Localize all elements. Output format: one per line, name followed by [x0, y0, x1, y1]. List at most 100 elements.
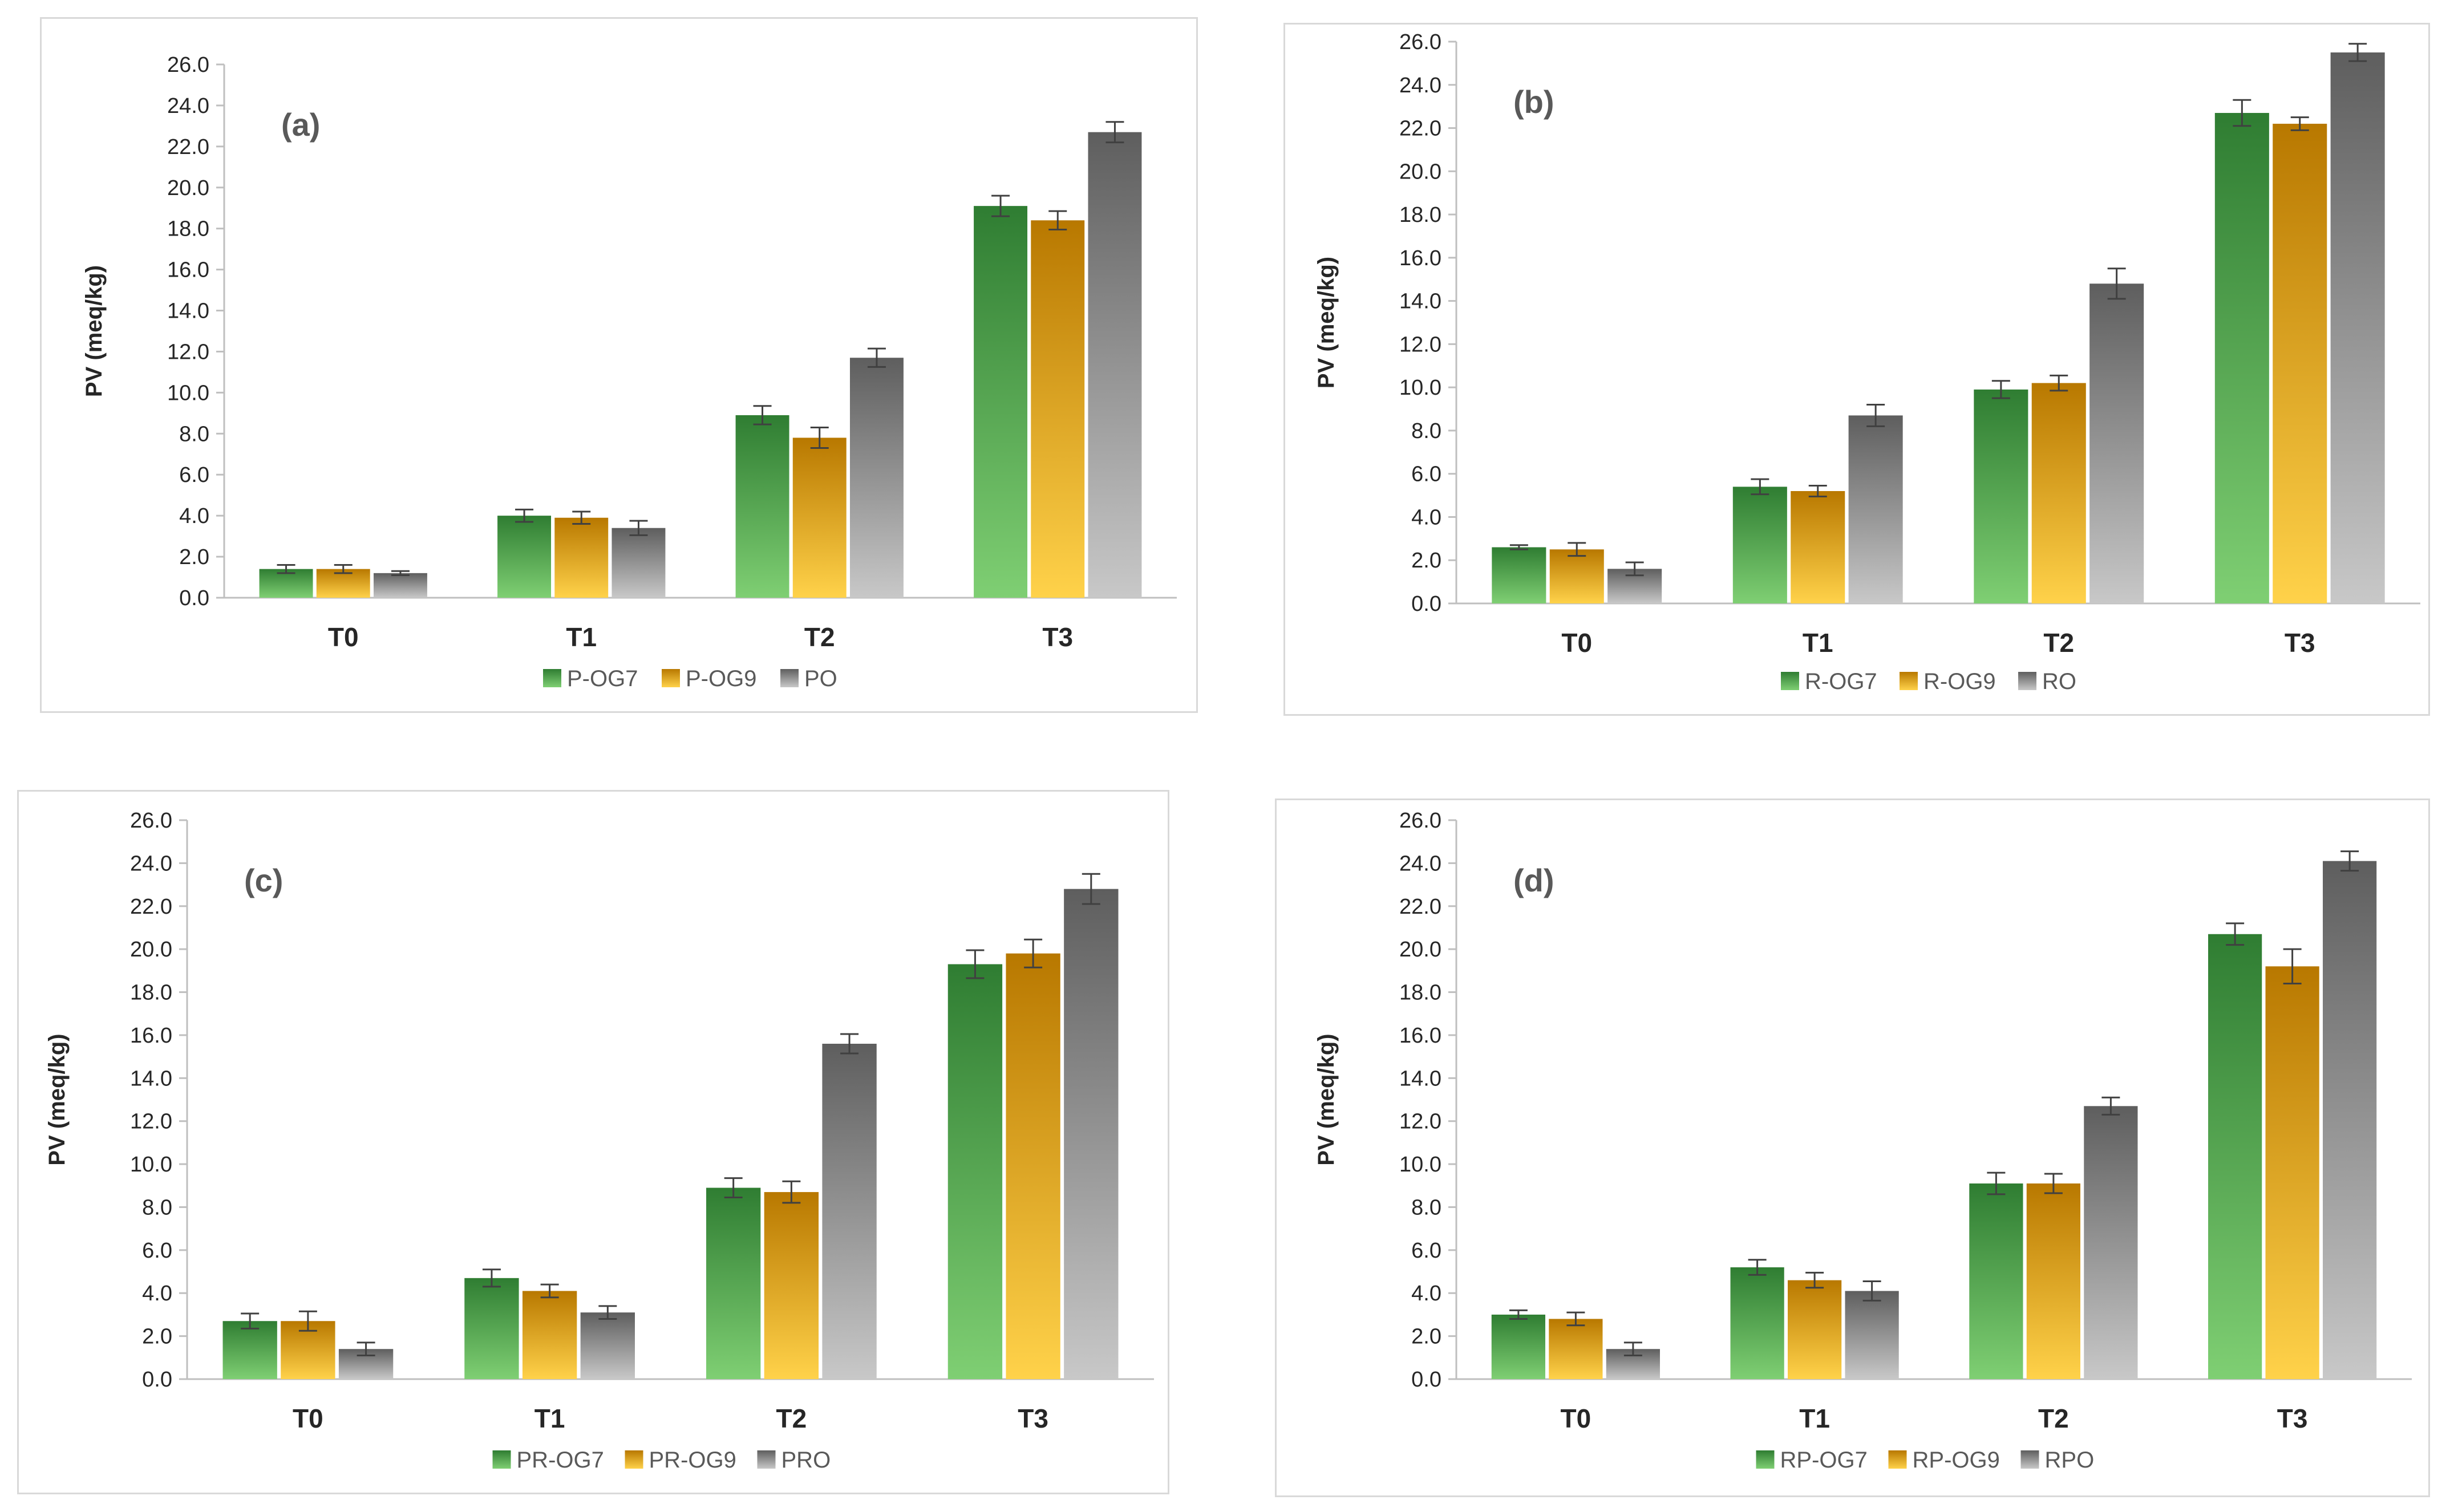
- error-bar: [572, 510, 591, 525]
- error-bar: [2290, 116, 2309, 131]
- y-tick-label: 26.0: [1399, 809, 1441, 833]
- x-category-label: T2: [2043, 628, 2074, 658]
- error-bar: [1805, 1271, 1824, 1289]
- y-tick-label: 20.0: [1399, 160, 1441, 184]
- y-tick-label: 18.0: [1399, 981, 1441, 1005]
- error-bar: [334, 564, 353, 574]
- error-bar: [298, 1310, 317, 1332]
- legend-label: P-OG7: [567, 666, 638, 691]
- legend-label: RO: [2042, 669, 2076, 694]
- error-bar: [1866, 403, 1885, 427]
- y-tick-label: 6.0: [179, 463, 209, 487]
- y-tick-label: 12.0: [1399, 1110, 1441, 1134]
- x-category-label: T0: [1561, 628, 1592, 658]
- y-tick-label: 16.0: [130, 1024, 172, 1048]
- error-bar: [1024, 938, 1043, 968]
- bar-r-og7-t2: [1974, 389, 2028, 603]
- y-axis-title: PV (meq/kg): [44, 1033, 70, 1165]
- legend-swatch-green: [492, 1450, 511, 1469]
- legend-swatch-green: [1781, 672, 1799, 690]
- error-bar: [2233, 99, 2251, 127]
- bar-rp-og9-t1: [1788, 1280, 1842, 1379]
- y-axis-title: PV (meq/kg): [1314, 257, 1339, 388]
- error-bar: [1509, 544, 1528, 550]
- y-tick-label: 26.0: [1399, 30, 1441, 54]
- y-axis-title: PV (meq/kg): [1314, 1033, 1339, 1165]
- chart-a-svg: 0.0 2.0 4.0 6.0 8.0 10.0 12.0 14.0 16.0 18.0 20.0 2…: [82, 53, 1177, 691]
- legend-label: PR-OG7: [517, 1448, 604, 1473]
- error-bar: [2283, 948, 2302, 984]
- x-category-label: T2: [776, 1404, 807, 1433]
- error-bar: [357, 1341, 375, 1357]
- legend-label: PR-OG9: [649, 1448, 736, 1473]
- y-tick-label: 4.0: [1411, 1282, 1441, 1306]
- bar-pro-t1: [580, 1312, 635, 1379]
- bar-pr-og7-t1: [464, 1278, 519, 1379]
- y-tick-label: 2.0: [179, 545, 209, 569]
- error-bar: [2226, 922, 2245, 946]
- y-tick-label: 18.0: [167, 217, 209, 241]
- bar-po-t1: [612, 528, 666, 598]
- panel-label: (a): [281, 107, 320, 143]
- error-bar: [724, 1177, 743, 1198]
- error-bar: [277, 564, 295, 574]
- legend: R-OG7 R-OG9 RO: [1781, 669, 2076, 694]
- bar-ro-t3: [2330, 52, 2385, 603]
- chart-panel-b: 0.0 2.0 4.0 6.0 8.0 10.0 12.0 14.0 16.0 18.0 20.0 2…: [1283, 23, 2430, 716]
- y-tick-label: 0.0: [1411, 592, 1441, 616]
- error-bar: [1987, 1172, 2006, 1195]
- legend-swatch-grey: [780, 669, 799, 687]
- bar-rp-og7-t3: [2208, 934, 2262, 1379]
- bar-pro-t2: [822, 1044, 877, 1379]
- y-tick-label: 14.0: [1399, 290, 1441, 314]
- x-category-label: T1: [534, 1404, 565, 1433]
- bar-po-t2: [849, 358, 904, 598]
- error-bar: [482, 1268, 501, 1288]
- error-bar: [867, 347, 886, 368]
- chart-c-svg: 0.0 2.0 4.0 6.0 8.0 10.0 12.0 14.0 16.0 18.0 20.0 2…: [44, 809, 1154, 1473]
- error-bar: [1862, 1280, 1881, 1302]
- panel-label: (d): [1513, 862, 1554, 898]
- y-tick-label: 6.0: [1411, 463, 1441, 487]
- bar-rp-og9-t2: [2026, 1183, 2080, 1379]
- error-bar: [1751, 478, 1769, 496]
- y-tick-label: 22.0: [130, 895, 172, 919]
- error-bar: [2340, 850, 2359, 872]
- y-tick-label: 24.0: [167, 94, 209, 118]
- x-category-label: T0: [1561, 1404, 1591, 1433]
- y-tick-label: 20.0: [130, 938, 172, 962]
- legend-swatch-orange: [1888, 1450, 1907, 1469]
- bar-r-og9-t1: [1791, 491, 1845, 603]
- error-bar: [2044, 1173, 2063, 1194]
- y-tick-label: 12.0: [1399, 333, 1441, 356]
- error-bar: [1568, 542, 1586, 557]
- y-tick-label: 2.0: [1411, 549, 1441, 573]
- y-tick-label: 22.0: [167, 135, 209, 159]
- error-bar: [810, 427, 829, 449]
- legend-label: P-OG9: [686, 666, 756, 691]
- bar-r-og7-t3: [2214, 113, 2269, 603]
- y-tick-label: 26.0: [130, 809, 172, 833]
- error-bar: [598, 1305, 617, 1320]
- y-tick-label: 12.0: [167, 340, 209, 364]
- y-tick-label: 16.0: [167, 258, 209, 282]
- y-tick-label: 20.0: [1399, 938, 1441, 962]
- y-tick-label: 2.0: [1411, 1325, 1441, 1349]
- legend-swatch-grey: [2018, 672, 2036, 690]
- y-tick-label: 2.0: [142, 1325, 172, 1349]
- bar-rpo-t2: [2084, 1106, 2138, 1379]
- y-tick-label: 4.0: [142, 1282, 172, 1306]
- bar-r-og9-t0: [1549, 549, 1604, 603]
- y-tick-label: 8.0: [142, 1195, 172, 1219]
- bar-p-og7-t3: [974, 206, 1028, 598]
- bar-po-t3: [1088, 132, 1142, 598]
- legend-swatch-orange: [1900, 672, 1918, 690]
- bar-r-og7-t1: [1732, 487, 1787, 603]
- bar-p-og7-t1: [497, 516, 552, 598]
- legend-label: R-OG7: [1805, 669, 1877, 694]
- error-bar: [391, 570, 410, 576]
- legend-swatch-grey: [757, 1450, 776, 1469]
- chart-b-svg: 0.0 2.0 4.0 6.0 8.0 10.0 12.0 14.0 16.0 18.0 20.0 2…: [1314, 30, 2420, 694]
- legend-label: RP-OG9: [1913, 1448, 2000, 1473]
- y-tick-label: 8.0: [179, 422, 209, 446]
